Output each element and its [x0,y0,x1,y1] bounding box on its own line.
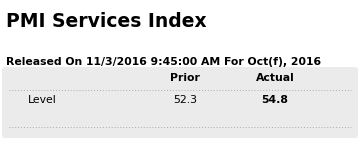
Text: 54.8: 54.8 [262,95,288,105]
Text: Level: Level [28,95,57,105]
FancyBboxPatch shape [2,67,358,138]
Text: PMI Services Index: PMI Services Index [6,12,207,31]
Text: Prior: Prior [170,73,200,83]
Text: 52.3: 52.3 [173,95,197,105]
Text: Actual: Actual [256,73,294,83]
Text: Released On 11/3/2016 9:45:00 AM For Oct(f), 2016: Released On 11/3/2016 9:45:00 AM For Oct… [6,57,321,67]
